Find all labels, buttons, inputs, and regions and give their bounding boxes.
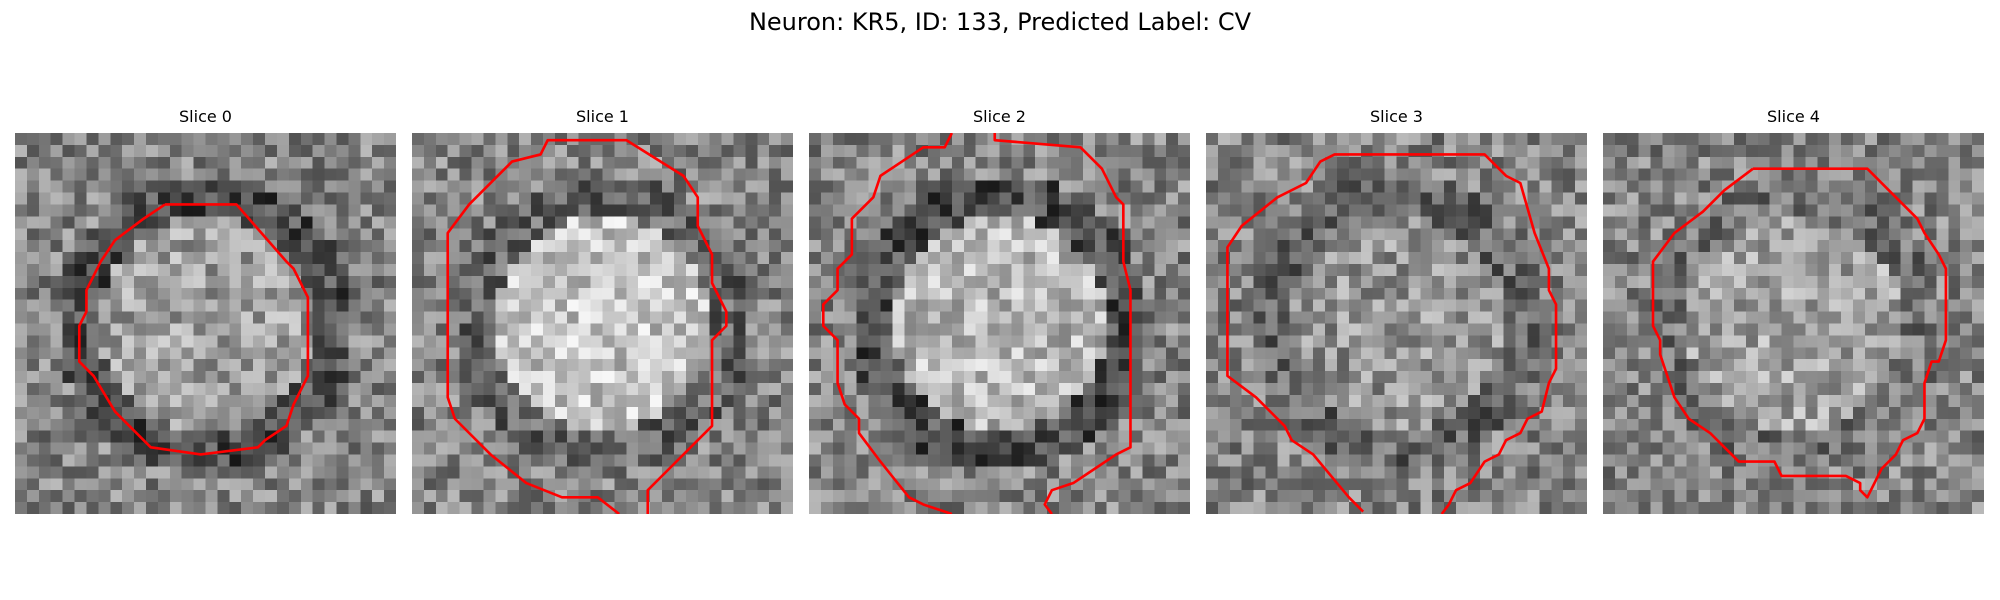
slice-title: Slice 1 <box>576 107 629 126</box>
roi-contour <box>821 133 954 514</box>
roi-contour <box>1226 153 1558 514</box>
microscopy-pixels <box>809 133 1190 514</box>
microscopy-pixels <box>412 133 793 514</box>
slice-title: Slice 0 <box>179 107 232 126</box>
slice-image <box>15 133 396 514</box>
figure-title: Neuron: KR5, ID: 133, Predicted Label: C… <box>748 8 1252 36</box>
roi-contour <box>446 138 728 514</box>
slice-title: Slice 2 <box>973 107 1026 126</box>
slice-title: Slice 3 <box>1370 107 1423 126</box>
slice-image <box>809 133 1190 514</box>
slice-image <box>412 133 793 514</box>
roi-contour <box>993 133 1132 514</box>
microscopy-pixels <box>1603 133 1984 514</box>
roi-contour <box>1651 167 1948 499</box>
microscopy-pixels <box>15 133 396 514</box>
microscopy-pixels <box>1206 133 1587 514</box>
roi-contour <box>77 203 310 456</box>
slice-image <box>1603 133 1984 514</box>
slice-image <box>1206 133 1587 514</box>
slice-title: Slice 4 <box>1767 107 1820 126</box>
